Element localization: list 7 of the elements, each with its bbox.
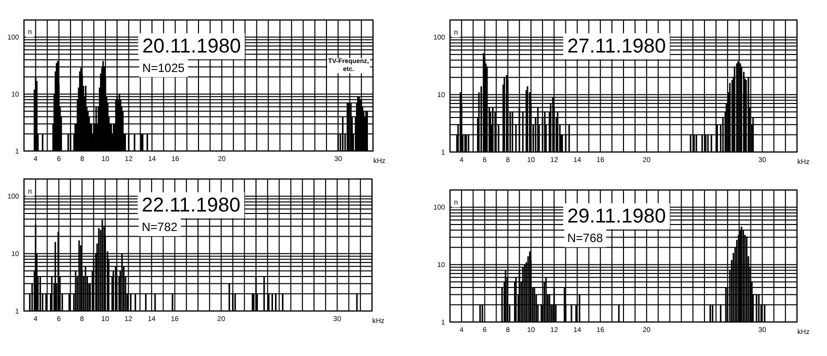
annotation: N=1025	[142, 61, 185, 76]
text: 20.11.1980	[142, 35, 241, 58]
text: 27.11.1980	[567, 35, 666, 58]
annotation: N=768	[567, 231, 604, 246]
text: 22.11.1980	[142, 194, 240, 216]
annotation: N=782	[142, 220, 178, 234]
text: 29.11.1980	[567, 205, 666, 228]
